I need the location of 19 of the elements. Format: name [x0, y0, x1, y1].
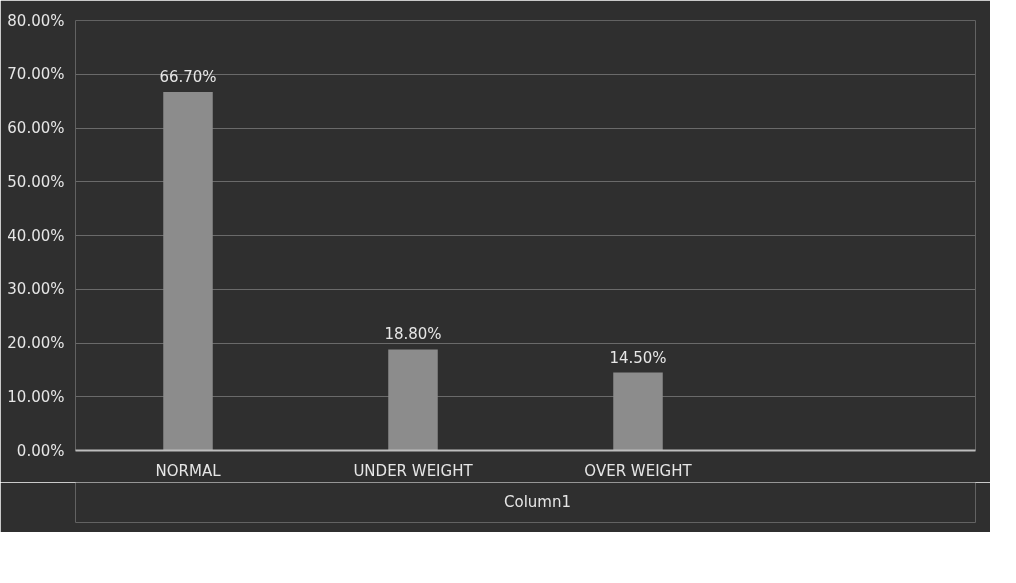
y-tick-label: 0.00% [16, 441, 65, 460]
bar [388, 349, 438, 451]
y-tick-label: 20.00% [7, 334, 65, 352]
y-tick-label: 60.00% [7, 119, 65, 137]
x-tick-label: NORMAL [155, 461, 222, 480]
bar [163, 91, 213, 451]
x-tick-label: UNDER WEIGHT [353, 461, 474, 480]
y-tick-label: 40.00% [7, 226, 65, 245]
x-tick-label: OVER WEIGHT [584, 461, 693, 480]
y-tick-label: 10.00% [7, 387, 65, 406]
y-tick-label: 70.00% [7, 65, 65, 84]
data-label: 66.70% [159, 67, 217, 86]
y-tick-label: 30.00% [7, 280, 65, 299]
bar [613, 372, 663, 451]
y-tick-label: 80.00% [7, 11, 65, 30]
y-tick-label: 50.00% [7, 172, 65, 191]
data-label: 14.50% [609, 348, 667, 367]
text: Column1 [504, 493, 571, 511]
data-label: 18.80% [384, 325, 442, 344]
